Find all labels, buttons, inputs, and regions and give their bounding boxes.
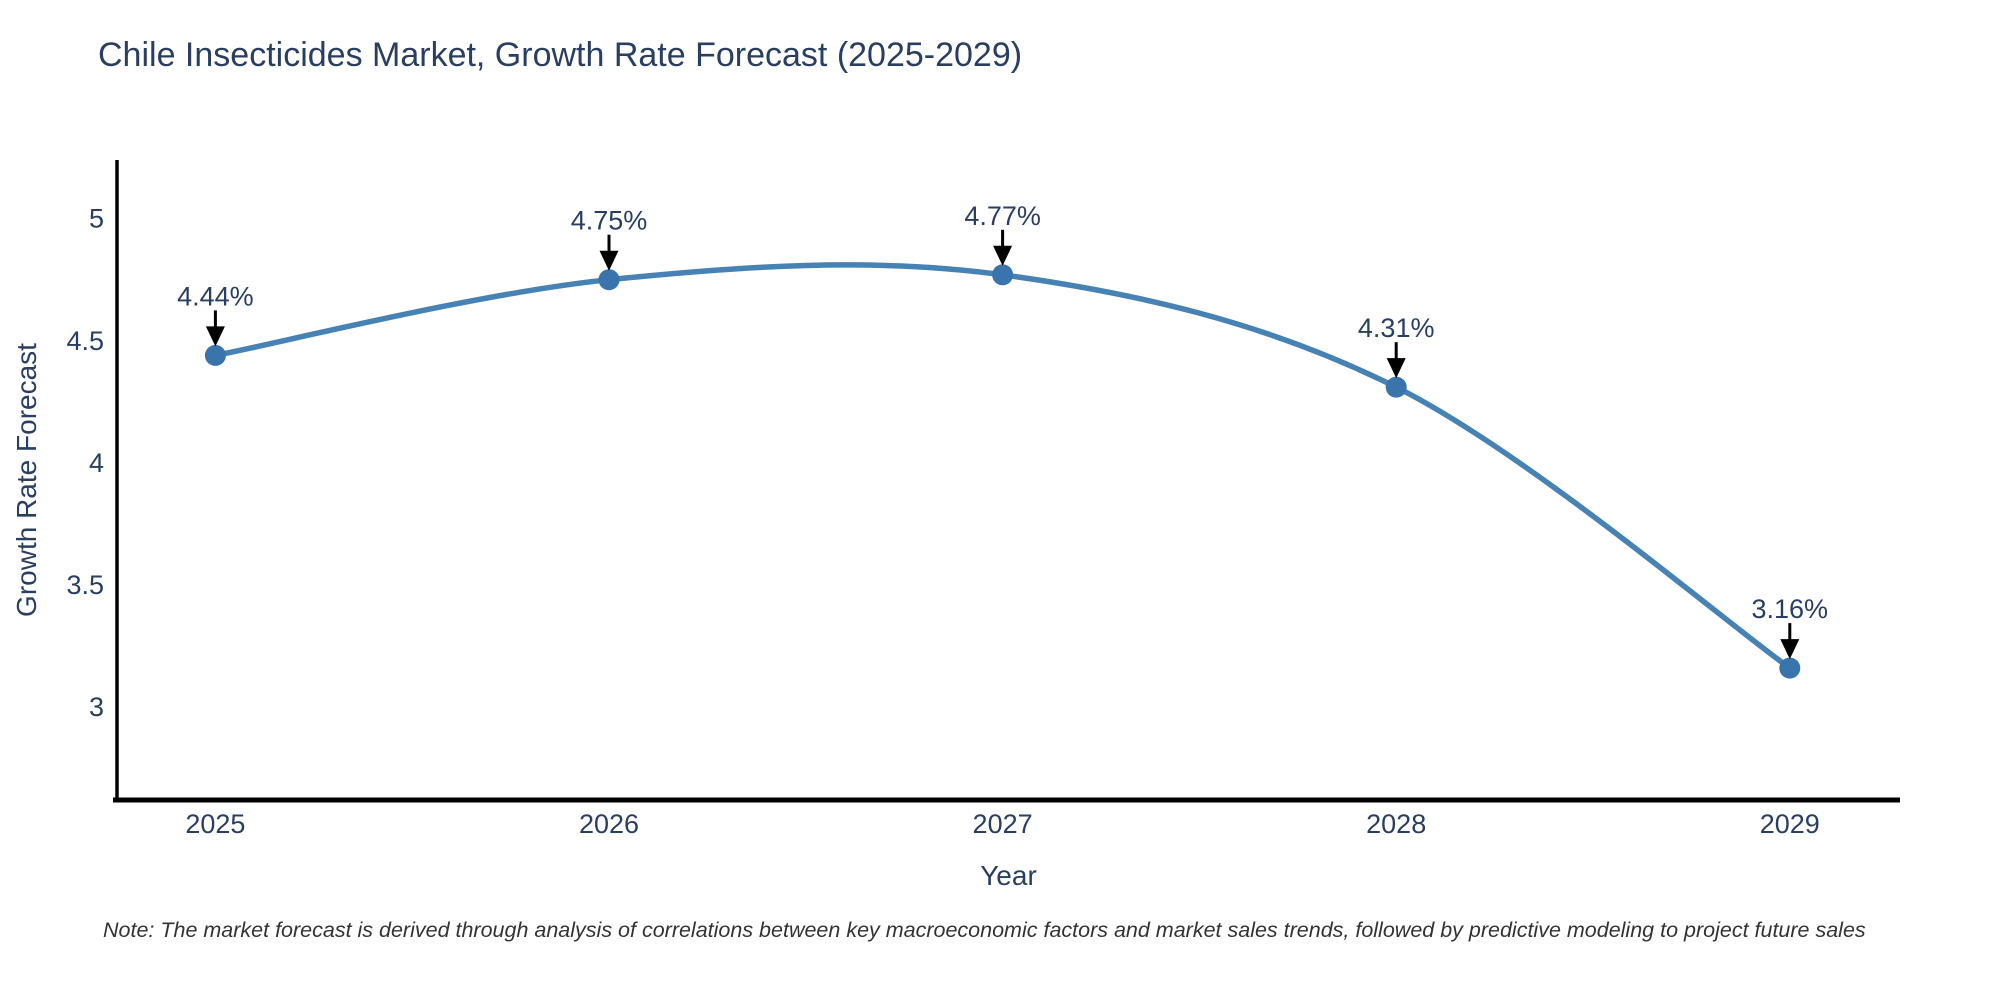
chart-title: Chile Insecticides Market, Growth Rate F… [98,36,1023,74]
data-point-marker[interactable] [992,264,1014,286]
data-point-marker[interactable] [1385,376,1407,398]
footnote: Note: The market forecast is derived thr… [103,918,1866,942]
y-axis-title: Growth Rate Forecast [11,343,42,617]
x-tick-label: 2027 [973,809,1033,839]
annotation-arrowhead-icon [205,326,225,347]
y-tick-label: 5 [89,204,104,234]
annotation-label: 4.75% [571,206,648,236]
annotation-label: 3.16% [1752,594,1829,624]
annotation-arrowhead-icon [1386,358,1406,379]
data-point-marker[interactable] [598,269,620,291]
annotation-arrowhead-icon [993,245,1013,266]
annotation-arrowhead-icon [599,250,619,271]
y-tick-label: 4.5 [66,326,104,356]
annotation-label: 4.77% [964,201,1041,231]
x-tick-label: 2028 [1366,809,1426,839]
x-tick-label: 2025 [185,809,245,839]
y-tick-label: 3 [89,692,104,722]
series-line [212,262,1793,671]
x-tick-label: 2026 [579,809,639,839]
y-tick-label: 4 [89,448,104,478]
x-axis-title: Year [980,860,1037,891]
x-tick-label: 2029 [1760,809,1820,839]
annotation-arrowhead-icon [1780,639,1800,660]
data-point-marker[interactable] [1779,657,1801,679]
annotation-label: 4.31% [1358,313,1435,343]
y-tick-label: 3.5 [66,570,104,600]
annotation-label: 4.44% [177,281,254,311]
data-point-marker[interactable] [204,344,226,366]
